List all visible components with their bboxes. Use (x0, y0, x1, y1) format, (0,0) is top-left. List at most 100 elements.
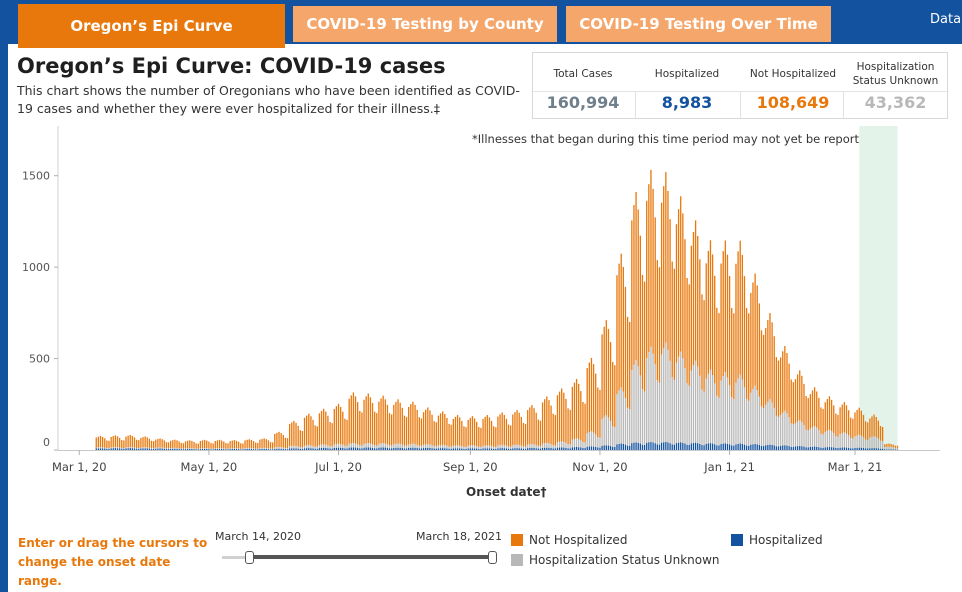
bar-not-hospitalized (110, 436, 112, 448)
bar-status-unknown (354, 443, 357, 448)
bar-hospitalized (344, 448, 346, 450)
legend-item-hospitalized[interactable]: Hospitalized (731, 533, 823, 547)
bar-not-hospitalized (892, 444, 894, 448)
bar-not-hospitalized (274, 433, 276, 448)
bar-hospitalized (752, 444, 754, 450)
bar-status-unknown (620, 387, 622, 444)
bar-hospitalized (888, 449, 890, 450)
y-tick-label: 1000 (22, 261, 50, 274)
bar-not-hospitalized (635, 191, 637, 361)
bar-status-unknown (856, 435, 858, 448)
bar-status-unknown (125, 447, 127, 449)
tab-testing-by-county[interactable]: COVID-19 Testing by County (293, 6, 557, 42)
tab-testing-over-time[interactable]: COVID-19 Testing Over Time (566, 6, 831, 42)
bar-hospitalized (371, 447, 374, 450)
bar-status-unknown (824, 431, 826, 448)
bar-status-unknown (773, 407, 775, 446)
bar-status-unknown (535, 444, 537, 449)
bar-status-unknown (280, 447, 282, 449)
bar-not-hospitalized (269, 442, 272, 449)
tab-epi-curve[interactable]: Oregon’s Epi Curve (18, 4, 285, 48)
bar-not-hospitalized (716, 307, 718, 396)
bar-status-unknown (641, 389, 644, 445)
bar-not-hospitalized (146, 437, 148, 448)
bar-not-hospitalized (261, 438, 263, 448)
bar-not-hospitalized (386, 404, 389, 445)
bar-status-unknown (142, 447, 144, 449)
bar-status-unknown (767, 401, 769, 445)
bar-status-unknown (288, 446, 291, 449)
bar-status-unknown (395, 443, 397, 448)
bar-status-unknown (503, 445, 505, 449)
bar-status-unknown (873, 436, 875, 449)
tab-data[interactable]: Data (930, 12, 962, 27)
bar-hospitalized (384, 447, 386, 450)
date-range-start[interactable]: March 14, 2020 (215, 530, 302, 543)
bar-status-unknown (293, 445, 295, 449)
summary-total-cases: Total Cases 160,994 (533, 53, 633, 118)
bar-status-unknown (694, 360, 697, 443)
bar-not-hospitalized (582, 401, 584, 443)
bar-not-hospitalized (220, 440, 223, 449)
bar-not-hospitalized (138, 440, 140, 449)
bar-hospitalized (518, 448, 520, 450)
bar-not-hospitalized (376, 413, 378, 446)
bar-not-hospitalized (427, 407, 429, 445)
bar-hospitalized (493, 448, 495, 450)
bar-hospitalized (660, 442, 663, 450)
bar-status-unknown (210, 448, 212, 450)
bar-hospitalized (446, 448, 448, 450)
bar-status-unknown (765, 404, 767, 446)
legend-item-status-unknown[interactable]: Hospitalization Status Unknown (511, 553, 720, 567)
bar-status-unknown (486, 445, 488, 449)
bar-status-unknown (616, 394, 618, 445)
bar-not-hospitalized (673, 268, 675, 380)
bar-hospitalized (726, 443, 729, 450)
bar-status-unknown (316, 446, 318, 449)
bar-not-hospitalized (461, 420, 463, 447)
date-range-end[interactable]: March 18, 2021 (416, 530, 503, 543)
bar-status-unknown (565, 442, 567, 448)
bar-not-hospitalized (382, 395, 384, 444)
bar-hospitalized (295, 448, 297, 450)
bar-status-unknown (414, 444, 416, 448)
date-range-end-handle[interactable] (488, 551, 497, 564)
bar-hospitalized (218, 448, 221, 450)
bar-status-unknown (699, 375, 701, 444)
bar-hospitalized (852, 448, 854, 450)
bar-not-hospitalized (641, 275, 644, 390)
bar-hospitalized (397, 447, 399, 450)
bar-hospitalized (550, 448, 552, 450)
bar-hospitalized (886, 449, 888, 450)
bar-status-unknown (495, 446, 497, 449)
summary-divider (740, 91, 741, 118)
bar-status-unknown (361, 445, 363, 449)
bar-hospitalized (422, 448, 425, 450)
bar-not-hospitalized (856, 409, 858, 436)
bar-status-unknown (775, 415, 778, 447)
bar-not-hospitalized (578, 383, 580, 440)
bar-status-unknown (603, 416, 605, 446)
bar-status-unknown (384, 443, 386, 448)
bar-hospitalized (741, 443, 744, 450)
bar-hospitalized (803, 446, 805, 450)
bar-not-hospitalized (833, 405, 835, 434)
bar-hospitalized (512, 448, 514, 450)
bar-hospitalized (386, 447, 389, 450)
bar-not-hospitalized (95, 437, 97, 448)
bar-not-hospitalized (845, 405, 848, 434)
bar-hospitalized (367, 447, 369, 450)
bar-hospitalized (388, 448, 391, 450)
bar-status-unknown (807, 430, 809, 448)
bar-hospitalized (609, 446, 612, 450)
bar-not-hospitalized (758, 303, 761, 397)
legend-item-not-hospitalized[interactable]: Not Hospitalized (511, 533, 627, 547)
bar-not-hospitalized (799, 370, 801, 421)
bar-not-hospitalized (501, 412, 503, 445)
bar-not-hospitalized (894, 445, 897, 448)
bar-hospitalized (646, 442, 648, 450)
date-range-start-handle[interactable] (245, 551, 254, 564)
bar-status-unknown (174, 447, 176, 449)
bar-hospitalized (467, 448, 469, 450)
bar-not-hospitalized (869, 418, 871, 438)
